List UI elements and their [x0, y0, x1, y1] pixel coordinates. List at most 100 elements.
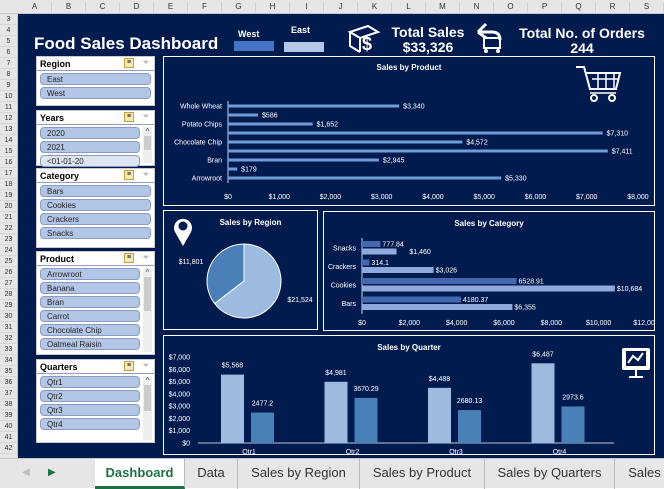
- row-header[interactable]: 37: [0, 388, 17, 399]
- row-header[interactable]: 6: [0, 47, 17, 58]
- slicer-item[interactable]: Qtr2: [40, 390, 140, 402]
- column-header[interactable]: N: [460, 2, 494, 14]
- row-header[interactable]: 35: [0, 366, 17, 377]
- multi-select-icon[interactable]: ≡: [124, 253, 134, 263]
- column-header[interactable]: O: [494, 2, 528, 14]
- clear-filter-icon[interactable]: ⏷: [142, 112, 149, 121]
- multi-select-icon[interactable]: ≡: [124, 112, 134, 122]
- row-header[interactable]: 13: [0, 124, 17, 135]
- row-header[interactable]: 10: [0, 91, 17, 102]
- column-header[interactable]: S: [630, 2, 664, 14]
- column-header[interactable]: R: [596, 2, 630, 14]
- scroll-tabs-left-icon[interactable]: ◀: [22, 467, 30, 478]
- clear-filter-icon[interactable]: ⏷: [142, 361, 149, 370]
- row-header[interactable]: 9: [0, 80, 17, 91]
- column-header[interactable]: K: [358, 2, 392, 14]
- slicer-item[interactable]: 2021: [40, 141, 140, 153]
- slicer-item[interactable]: Cookies: [40, 199, 151, 211]
- column-header[interactable]: C: [86, 2, 120, 14]
- row-header[interactable]: 15: [0, 146, 17, 157]
- row-header[interactable]: 36: [0, 377, 17, 388]
- row-header[interactable]: 18: [0, 179, 17, 190]
- row-header[interactable]: 27: [0, 278, 17, 289]
- row-header[interactable]: 31: [0, 322, 17, 333]
- slicer-item[interactable]: Arrowroot: [40, 268, 140, 280]
- column-header[interactable]: I: [290, 2, 324, 14]
- clear-filter-icon[interactable]: ⏷: [142, 170, 149, 179]
- row-header[interactable]: 32: [0, 333, 17, 344]
- row-header[interactable]: 14: [0, 135, 17, 146]
- column-header[interactable]: G: [222, 2, 256, 14]
- multi-select-icon[interactable]: ≡: [124, 58, 134, 68]
- column-header[interactable]: P: [528, 2, 562, 14]
- column-header[interactable]: A: [18, 2, 52, 14]
- row-header[interactable]: 8: [0, 69, 17, 80]
- slicer-item[interactable]: West: [40, 87, 151, 99]
- sheet-tab[interactable]: Sales by Region: [238, 459, 360, 489]
- row-header[interactable]: 29: [0, 300, 17, 311]
- column-header[interactable]: M: [426, 2, 460, 14]
- column-header[interactable]: Q: [562, 2, 596, 14]
- column-header[interactable]: H: [256, 2, 290, 14]
- column-header[interactable]: J: [324, 2, 358, 14]
- row-header[interactable]: 3: [0, 14, 17, 25]
- row-header[interactable]: 16: [0, 157, 17, 168]
- column-header[interactable]: F: [188, 2, 222, 14]
- row-header[interactable]: 23: [0, 234, 17, 245]
- clear-filter-icon[interactable]: ⏷: [142, 253, 149, 262]
- multi-select-icon[interactable]: ≡: [124, 170, 134, 180]
- slicer-scrollbar[interactable]: ^: [143, 268, 152, 352]
- row-header[interactable]: 20: [0, 201, 17, 212]
- slicer-scrollbar[interactable]: ^: [143, 127, 152, 163]
- row-header[interactable]: 40: [0, 421, 17, 432]
- slicer-item[interactable]: Crackers: [40, 213, 151, 225]
- slicer-item[interactable]: Snacks: [40, 227, 151, 239]
- row-header[interactable]: 7: [0, 58, 17, 69]
- column-header[interactable]: L: [392, 2, 426, 14]
- slicer-item[interactable]: Bran: [40, 296, 140, 308]
- column-header[interactable]: B: [52, 2, 86, 14]
- row-header[interactable]: 26: [0, 267, 17, 278]
- multi-select-icon[interactable]: ≡: [124, 361, 134, 371]
- slicer-item[interactable]: Oatmeal Raisin: [40, 338, 140, 350]
- slicer-item[interactable]: <01-01-20: [40, 155, 140, 167]
- row-header[interactable]: 30: [0, 311, 17, 322]
- sheet-tab[interactable]: Sales: [615, 459, 664, 489]
- row-header[interactable]: 39: [0, 410, 17, 421]
- slicer-item[interactable]: Qtr3: [40, 404, 140, 416]
- sheet-tab[interactable]: Sales by Quarters: [485, 459, 615, 489]
- row-header[interactable]: 41: [0, 432, 17, 443]
- sheet-tab[interactable]: Data: [185, 459, 238, 489]
- row-header[interactable]: 38: [0, 399, 17, 410]
- slicer-scrollbar[interactable]: ^: [143, 376, 152, 440]
- row-header[interactable]: 33: [0, 344, 17, 355]
- row-header[interactable]: 25: [0, 256, 17, 267]
- scroll-tabs-right-icon[interactable]: ▶: [48, 467, 56, 478]
- slicer-item[interactable]: Banana: [40, 282, 140, 294]
- sheet-tab[interactable]: Dashboard: [95, 459, 185, 489]
- row-header[interactable]: 42: [0, 443, 17, 454]
- row-header[interactable]: 19: [0, 190, 17, 201]
- slicer-item[interactable]: 2020: [40, 127, 140, 139]
- row-header[interactable]: 12: [0, 113, 17, 124]
- column-header[interactable]: E: [154, 2, 188, 14]
- row-header[interactable]: 5: [0, 36, 17, 47]
- slicer-item[interactable]: Bars: [40, 185, 151, 197]
- slicer-item[interactable]: Qtr1: [40, 376, 140, 388]
- slicer-item[interactable]: Qtr4: [40, 418, 140, 430]
- row-header[interactable]: 34: [0, 355, 17, 366]
- row-header[interactable]: 4: [0, 25, 17, 36]
- row-header[interactable]: 11: [0, 102, 17, 113]
- slicer-item[interactable]: Chocolate Chip: [40, 324, 140, 336]
- row-header[interactable]: 17: [0, 168, 17, 179]
- slicer-item[interactable]: Carrot: [40, 310, 140, 322]
- row-header[interactable]: 21: [0, 212, 17, 223]
- slicer-item[interactable]: East: [40, 73, 151, 85]
- column-header[interactable]: D: [120, 2, 154, 14]
- slicer-header: Product ≡ ⏷: [37, 252, 154, 266]
- clear-filter-icon[interactable]: ⏷: [142, 58, 149, 67]
- row-header[interactable]: 24: [0, 245, 17, 256]
- row-header[interactable]: 22: [0, 223, 17, 234]
- sheet-tab[interactable]: Sales by Product: [360, 459, 485, 489]
- row-header[interactable]: 28: [0, 289, 17, 300]
